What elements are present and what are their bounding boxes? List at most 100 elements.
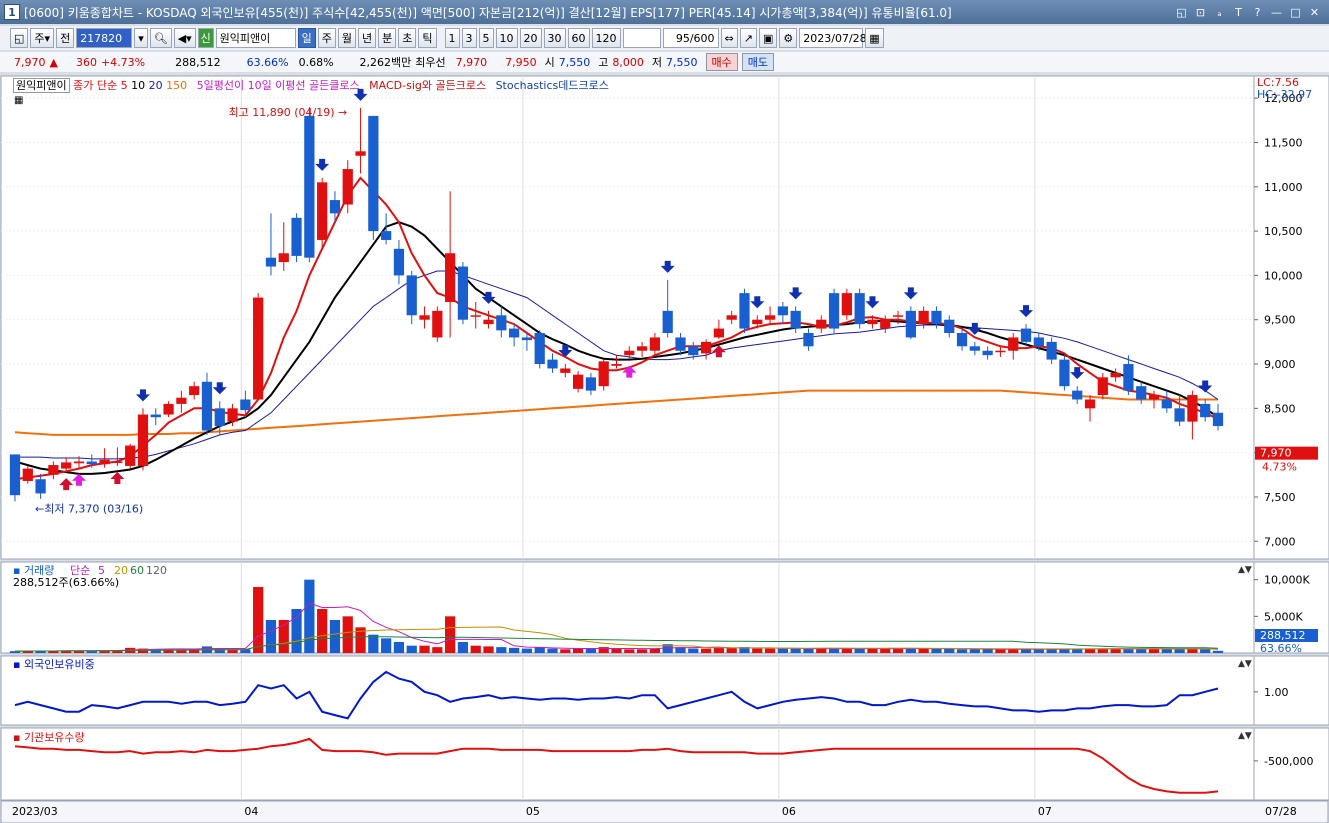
open-label: 시	[544, 56, 555, 69]
volume-bar	[611, 648, 622, 653]
candle-body	[1046, 341, 1057, 360]
help-icon[interactable]: ?	[1254, 5, 1261, 19]
volume-bar	[9, 651, 21, 653]
candle-body	[1174, 408, 1185, 422]
price-tick-label: 9,000	[1264, 358, 1296, 371]
zoom-icon[interactable]: ⇔	[720, 28, 738, 48]
volume-bar	[1020, 649, 1032, 653]
draw-icon[interactable]: ↗	[739, 28, 757, 48]
legend-ma150: 150	[166, 79, 188, 92]
volume-bar	[739, 647, 750, 653]
volume-bar	[1174, 648, 1185, 653]
interval-10[interactable]: 10	[495, 28, 518, 48]
type-select[interactable]: 주 ▾	[30, 28, 55, 48]
signal-down-arrow	[135, 389, 150, 402]
search-icon[interactable]: 🔍︎	[149, 28, 172, 48]
period-second[interactable]: 초	[398, 28, 417, 48]
grid-icon[interactable]: ▦	[14, 95, 24, 106]
stock-name-field: 원익피앤이	[215, 28, 296, 48]
period-minute[interactable]: 분	[378, 28, 397, 48]
panel-bg-2	[0, 561, 1255, 654]
layout-icon[interactable]: ◱	[1176, 5, 1187, 19]
chart-area[interactable]: 2023/03 04 05 06 07 07/28 12,000 11,500 11,000 10…	[0, 74, 1329, 823]
candle-body	[995, 350, 1006, 353]
volume-bar	[163, 649, 174, 653]
buy-button[interactable]: 매수	[705, 53, 738, 71]
interval-1[interactable]: 1	[444, 28, 460, 48]
candle-body	[406, 275, 417, 316]
volume-bar	[496, 647, 507, 653]
signal-down-arrow	[315, 158, 330, 171]
interval-20[interactable]: 20	[519, 28, 542, 48]
speaker-icon[interactable]: ◀▾	[173, 28, 196, 48]
date-input[interactable]: 2023/07/28	[799, 28, 867, 48]
volume-value: 288,512	[175, 55, 221, 69]
code-dropdown-button[interactable]: ▾	[134, 28, 148, 48]
volume-bar	[828, 648, 840, 653]
signal-up-arrow	[59, 478, 74, 491]
prev-button[interactable]: 전	[56, 28, 75, 48]
maximize-button[interactable]: □	[1290, 5, 1301, 19]
interval-custom-select[interactable]	[622, 28, 661, 48]
volume-bar	[329, 620, 341, 653]
volume-bar	[956, 649, 968, 653]
candle-body	[700, 341, 712, 354]
x-axis-label: 2023/03	[12, 805, 58, 818]
volume-bar	[816, 648, 827, 653]
stock-code-input[interactable]: 217820	[76, 28, 133, 48]
period-tick[interactable]: 틱	[418, 28, 437, 48]
candle-body	[1059, 359, 1070, 387]
candle-body	[624, 350, 635, 356]
volume-bar	[483, 646, 494, 653]
close-button[interactable]: ✕	[1309, 5, 1320, 19]
period-month[interactable]: 월	[337, 28, 357, 48]
volume-bar	[214, 648, 225, 653]
volume-bar	[1008, 649, 1019, 653]
interval-30[interactable]: 30	[543, 28, 566, 48]
chart-tool-icon[interactable]: ◱	[10, 28, 29, 48]
candle-body	[137, 414, 149, 466]
legend-ma5: 5	[120, 79, 128, 92]
foreign-tick-label: 1.00	[1264, 686, 1289, 699]
chart-svg[interactable]: 2023/03 04 05 06 07 07/28 12,000 11,500 11,000 10…	[0, 74, 1329, 823]
minimize-button[interactable]: —	[1271, 5, 1282, 19]
interval-3[interactable]: 3	[461, 28, 477, 48]
trade-amount: 2,262백만	[359, 56, 412, 69]
period-day[interactable]: 일	[297, 28, 316, 48]
candle-body	[99, 459, 110, 465]
alpha-icon[interactable]: ₐ	[1217, 5, 1222, 19]
candle-body	[790, 310, 801, 329]
candle-body	[1008, 337, 1019, 351]
period-year[interactable]: 년	[358, 28, 377, 48]
volume-bar	[649, 648, 661, 653]
volume-bar	[278, 620, 289, 653]
sell-button[interactable]: 매도	[741, 53, 775, 71]
volume-bar	[867, 648, 878, 653]
price-tick-label: 9,500	[1264, 314, 1296, 327]
save-icon[interactable]: ▣	[758, 28, 778, 48]
x-axis-label: 05	[526, 805, 540, 818]
calendar-icon[interactable]: ▦	[865, 28, 884, 48]
price-tick-label: 7,000	[1264, 535, 1296, 548]
volume-bar	[636, 649, 648, 653]
candle-body	[189, 386, 200, 396]
candle-body	[508, 328, 520, 338]
signal-up-arrow	[110, 471, 125, 484]
candle-body	[649, 337, 661, 351]
font-icon[interactable]: T	[1235, 5, 1242, 19]
volume-legend-ma-label: 단순	[70, 564, 90, 577]
new-badge[interactable]: 신	[197, 28, 214, 48]
period-week[interactable]: 주	[317, 28, 336, 48]
interval-5[interactable]: 5	[478, 28, 494, 48]
volume-bar	[61, 650, 72, 653]
volume-bar	[982, 649, 993, 653]
volume-last-label: 288,512	[1260, 629, 1306, 642]
volume-bar	[841, 648, 852, 653]
settings-icon[interactable]: ⚙	[779, 28, 798, 48]
count-input[interactable]: 95/600	[662, 28, 719, 48]
volume-bar	[1059, 648, 1070, 653]
interval-120[interactable]: 120	[591, 28, 621, 48]
volume-bar	[892, 648, 904, 653]
screen-icon[interactable]: ⊡	[1195, 5, 1206, 19]
interval-60[interactable]: 60	[567, 28, 590, 48]
